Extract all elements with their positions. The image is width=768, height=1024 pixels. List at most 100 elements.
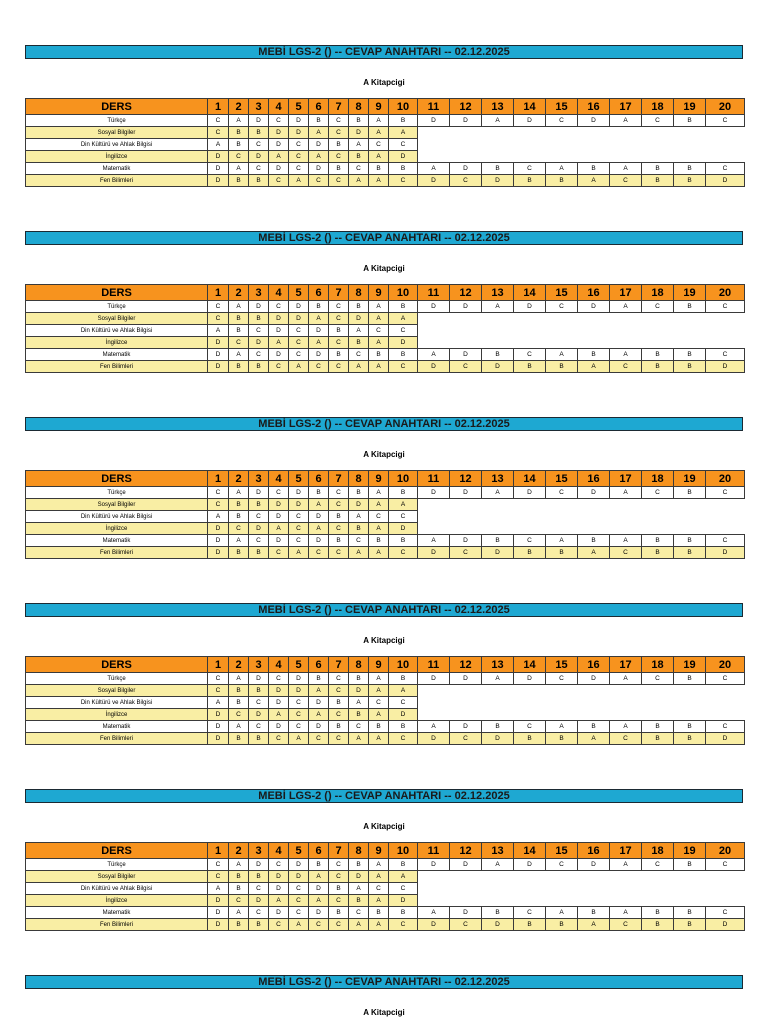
answer-cell: A: [417, 720, 450, 733]
answer-cell: B: [513, 546, 546, 559]
answer-cell: A: [609, 534, 642, 547]
answer-cell: A: [228, 114, 249, 127]
answer-cell: A: [348, 138, 369, 151]
answer-cell: C: [308, 732, 329, 745]
empty-cell: [481, 882, 514, 895]
subject-row: İngilizce D C D A C A C B A D: [25, 708, 745, 721]
question-number: 13: [481, 98, 514, 115]
empty-cell: [641, 336, 674, 349]
answer-cell: C: [545, 300, 578, 313]
answer-cell: D: [308, 510, 329, 523]
question-number: 12: [449, 284, 482, 301]
answer-cell: C: [268, 360, 289, 373]
answer-cell: B: [673, 534, 706, 547]
answer-cell: C: [328, 114, 349, 127]
answer-cell: C: [513, 162, 546, 175]
answer-cell: A: [308, 312, 329, 325]
answer-cell: B: [308, 114, 329, 127]
answer-cell: B: [228, 684, 249, 697]
empty-cell: [481, 522, 514, 535]
empty-cell: [417, 138, 450, 151]
empty-cell: [545, 684, 578, 697]
answer-cell: C: [268, 858, 289, 871]
empty-cell: [577, 498, 610, 511]
answer-cell: B: [328, 696, 349, 709]
answer-cell: A: [268, 708, 289, 721]
answer-cell: C: [248, 720, 269, 733]
answer-cell: B: [545, 360, 578, 373]
empty-cell: [449, 870, 482, 883]
answer-cell: B: [545, 918, 578, 931]
answer-cell: A: [417, 534, 450, 547]
answer-cell: B: [388, 114, 418, 127]
subject-row: İngilizce D C D A C A C B A D: [25, 336, 745, 349]
answer-cell: A: [308, 126, 329, 139]
answer-cell: B: [545, 732, 578, 745]
answer-cell: B: [328, 534, 349, 547]
empty-cell: [417, 324, 450, 337]
answer-cell: A: [545, 906, 578, 919]
question-number: 12: [449, 470, 482, 487]
question-number: 9: [368, 98, 389, 115]
booklet-label: A Kitapcigi: [363, 1008, 405, 1017]
answer-cell: D: [288, 114, 309, 127]
answer-cell: B: [641, 906, 674, 919]
empty-cell: [481, 696, 514, 709]
empty-cell: [417, 126, 450, 139]
question-number: 10: [388, 656, 418, 673]
answer-cell: C: [513, 720, 546, 733]
answer-cell: C: [207, 858, 229, 871]
answer-cell: B: [228, 696, 249, 709]
subject-row: Fen Bilimleri D B B C A C C A A C D C D B B A C B B D: [25, 732, 745, 745]
question-number: 2: [228, 842, 249, 859]
answer-cell: C: [288, 138, 309, 151]
answer-cell: D: [268, 696, 289, 709]
answer-cell: D: [288, 486, 309, 499]
empty-cell: [705, 312, 745, 325]
empty-cell: [513, 498, 546, 511]
answer-cell: D: [577, 858, 610, 871]
answer-cell: D: [449, 348, 482, 361]
empty-cell: [449, 684, 482, 697]
answer-cell: A: [308, 498, 329, 511]
answer-cell: C: [228, 150, 249, 163]
empty-cell: [417, 684, 450, 697]
empty-cell: [481, 498, 514, 511]
empty-cell: [641, 870, 674, 883]
answer-key-title: MEBİ LGS-2 () -- CEVAP ANAHTARI -- 02.12…: [25, 417, 743, 431]
question-number: 1: [207, 284, 229, 301]
answer-cell: D: [288, 126, 309, 139]
answer-cell: C: [288, 336, 309, 349]
empty-cell: [577, 684, 610, 697]
subject-name: Sosyal Bilgiler: [25, 870, 208, 883]
empty-cell: [545, 312, 578, 325]
answer-cell: D: [449, 672, 482, 685]
empty-cell: [641, 324, 674, 337]
subject-name: Fen Bilimleri: [25, 360, 208, 373]
answer-cell: D: [268, 324, 289, 337]
question-number: 20: [705, 98, 745, 115]
answer-key-table: DERS 1 2 3 4 5 6 7 8 9 10 11 12 13 14 15 16 17 18 19 20 Türkç…: [25, 284, 745, 373]
answer-cell: D: [449, 858, 482, 871]
answer-cell: A: [481, 858, 514, 871]
answer-cell: D: [348, 312, 369, 325]
answer-cell: B: [328, 906, 349, 919]
answer-cell: D: [577, 300, 610, 313]
answer-cell: A: [288, 546, 309, 559]
answer-cell: C: [207, 870, 229, 883]
answer-cell: B: [673, 918, 706, 931]
answer-cell: B: [673, 114, 706, 127]
answer-cell: C: [328, 126, 349, 139]
empty-cell: [577, 336, 610, 349]
answer-cell: A: [308, 708, 329, 721]
answer-cell: C: [328, 300, 349, 313]
answer-cell: B: [577, 906, 610, 919]
subject-row: Sosyal Bilgiler C B B D D A C D A A: [25, 684, 745, 697]
answer-cell: A: [368, 114, 389, 127]
subject-row: Fen Bilimleri D B B C A C C A A C D C D B B A C B B D: [25, 174, 745, 187]
answer-cell: A: [228, 162, 249, 175]
subject-row: Sosyal Bilgiler C B B D D A C D A A: [25, 312, 745, 325]
empty-cell: [609, 708, 642, 721]
answer-cell: A: [228, 672, 249, 685]
subject-name: Türkçe: [25, 858, 208, 871]
